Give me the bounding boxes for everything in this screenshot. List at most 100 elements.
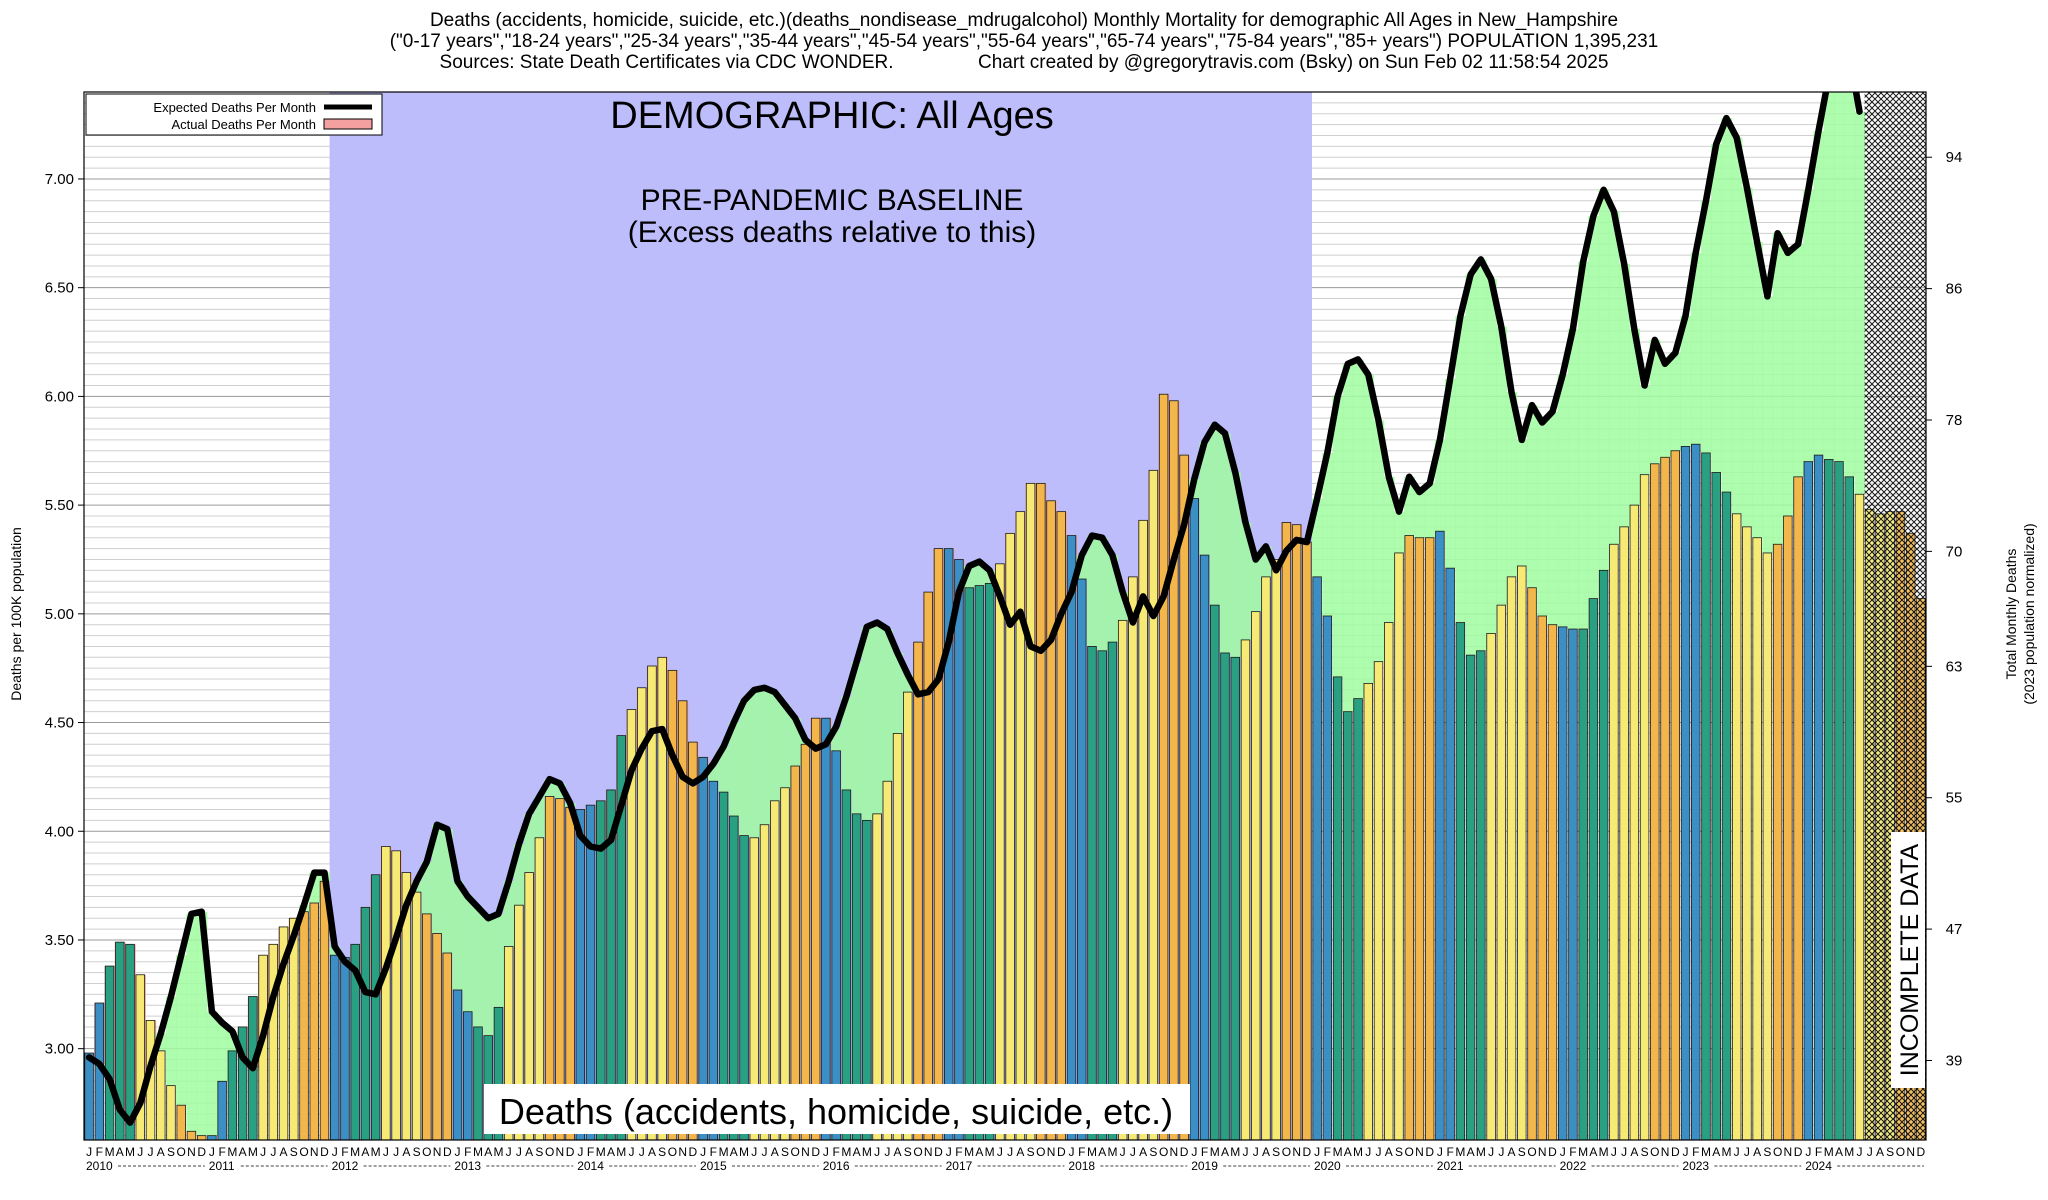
axes-layer: 3.00 3.50 4.00 4.50 5.00 5.50 6.00 6.50 7.00 39 47… <box>45 91 1963 1173</box>
month-label: J <box>1437 1145 1443 1159</box>
month-label: J <box>762 1145 768 1159</box>
bar <box>729 815 739 1140</box>
month-label: M <box>473 1145 483 1159</box>
bar <box>493 1006 504 1140</box>
difference-fill <box>1772 233 1784 545</box>
bar <box>882 780 893 1140</box>
month-label: D <box>1180 1145 1189 1159</box>
bar <box>1343 711 1353 1140</box>
year-label: 2020 <box>1314 1159 1341 1173</box>
month-label: N <box>1047 1145 1056 1159</box>
month-label: J <box>1683 1145 1689 1159</box>
year-label: 2011 <box>209 1159 235 1173</box>
difference-fill <box>1342 363 1354 712</box>
difference-fill <box>841 696 853 790</box>
month-label: M <box>248 1145 258 1159</box>
month-label: F <box>218 1145 225 1159</box>
y-tick-label: 7.00 <box>45 171 74 188</box>
difference-fill <box>544 779 556 797</box>
bottom-label-box <box>484 1084 1190 1134</box>
bar <box>534 837 545 1140</box>
bar <box>964 587 974 1140</box>
month-label: A <box>157 1145 165 1159</box>
bar <box>1015 511 1026 1140</box>
difference-fill <box>1219 433 1231 653</box>
bar <box>1230 656 1240 1140</box>
legend-swatch-actual <box>323 118 373 130</box>
bar <box>923 591 933 1140</box>
month-label: F <box>1078 1145 1085 1159</box>
bar <box>647 665 657 1140</box>
month-label: J <box>1611 1145 1617 1159</box>
month-label: F <box>96 1145 103 1159</box>
bar <box>667 669 678 1140</box>
bar <box>1384 622 1394 1140</box>
bar <box>1772 543 1783 1140</box>
month-label: F <box>1692 1145 1699 1159</box>
month-label: F <box>1569 1145 1576 1159</box>
month-label: N <box>1292 1145 1301 1159</box>
difference-fill <box>1332 396 1344 677</box>
bar <box>125 943 135 1140</box>
difference-fill <box>1445 379 1456 569</box>
bar <box>381 846 391 1140</box>
bar <box>1281 522 1292 1140</box>
expected-line <box>85 92 1863 1126</box>
difference-fill <box>1250 559 1262 612</box>
month-label: M <box>841 1145 851 1159</box>
month-label: A <box>894 1145 902 1159</box>
bar <box>1619 526 1629 1140</box>
y-right-tick-label: 86 <box>1946 281 1963 298</box>
month-label: A <box>730 1145 738 1159</box>
difference-fill <box>708 763 720 782</box>
annotations-layer: DEMOGRAPHIC: All Ages PRE-PANDEMIC BASEL… <box>8 95 2037 1134</box>
month-label: J <box>1734 1145 1740 1159</box>
bar <box>954 559 964 1140</box>
year-label: 2018 <box>1068 1159 1095 1173</box>
difference-fill <box>483 918 494 1036</box>
year-label: 2012 <box>332 1159 359 1173</box>
difference-fill <box>196 911 208 1136</box>
bar <box>1680 446 1691 1140</box>
month-label: D <box>443 1145 452 1159</box>
month-label: M <box>493 1145 503 1159</box>
bar <box>933 548 944 1140</box>
bar <box>1322 615 1333 1140</box>
month-label: J <box>628 1145 634 1159</box>
difference-fill <box>1526 405 1538 588</box>
month-label: J <box>874 1145 880 1159</box>
bar <box>1210 604 1220 1140</box>
month-label: M <box>1230 1145 1240 1159</box>
month-label: O <box>1405 1145 1414 1159</box>
month-label: A <box>648 1145 656 1159</box>
bar <box>1414 537 1425 1140</box>
bar <box>1834 461 1844 1140</box>
month-label: S <box>1395 1145 1403 1159</box>
y-tick-label: 6.00 <box>45 388 74 405</box>
bar <box>821 717 831 1140</box>
difference-fill <box>790 718 801 767</box>
bar <box>329 954 340 1140</box>
difference-fill <box>718 746 730 793</box>
difference-fill <box>1107 555 1119 643</box>
bar <box>1117 619 1128 1140</box>
bar <box>1240 639 1251 1140</box>
month-label: J <box>1560 1145 1566 1159</box>
difference-fill <box>851 661 863 814</box>
difference-fill <box>165 996 177 1086</box>
month-label: M <box>1721 1145 1731 1159</box>
difference-fill <box>1792 244 1804 477</box>
month-label: A <box>1508 1145 1516 1159</box>
month-label: J <box>1488 1145 1494 1159</box>
difference-fill <box>1854 111 1866 495</box>
bar <box>1947 749 1956 1140</box>
year-label: 2010 <box>86 1159 113 1173</box>
difference-fill <box>1721 118 1733 493</box>
bar <box>176 1104 186 1140</box>
bar <box>1291 524 1302 1140</box>
difference-fill <box>1465 274 1477 656</box>
month-label: A <box>607 1145 615 1159</box>
month-label: S <box>1149 1145 1157 1159</box>
month-label: M <box>719 1145 729 1159</box>
month-label: A <box>1016 1145 1024 1159</box>
